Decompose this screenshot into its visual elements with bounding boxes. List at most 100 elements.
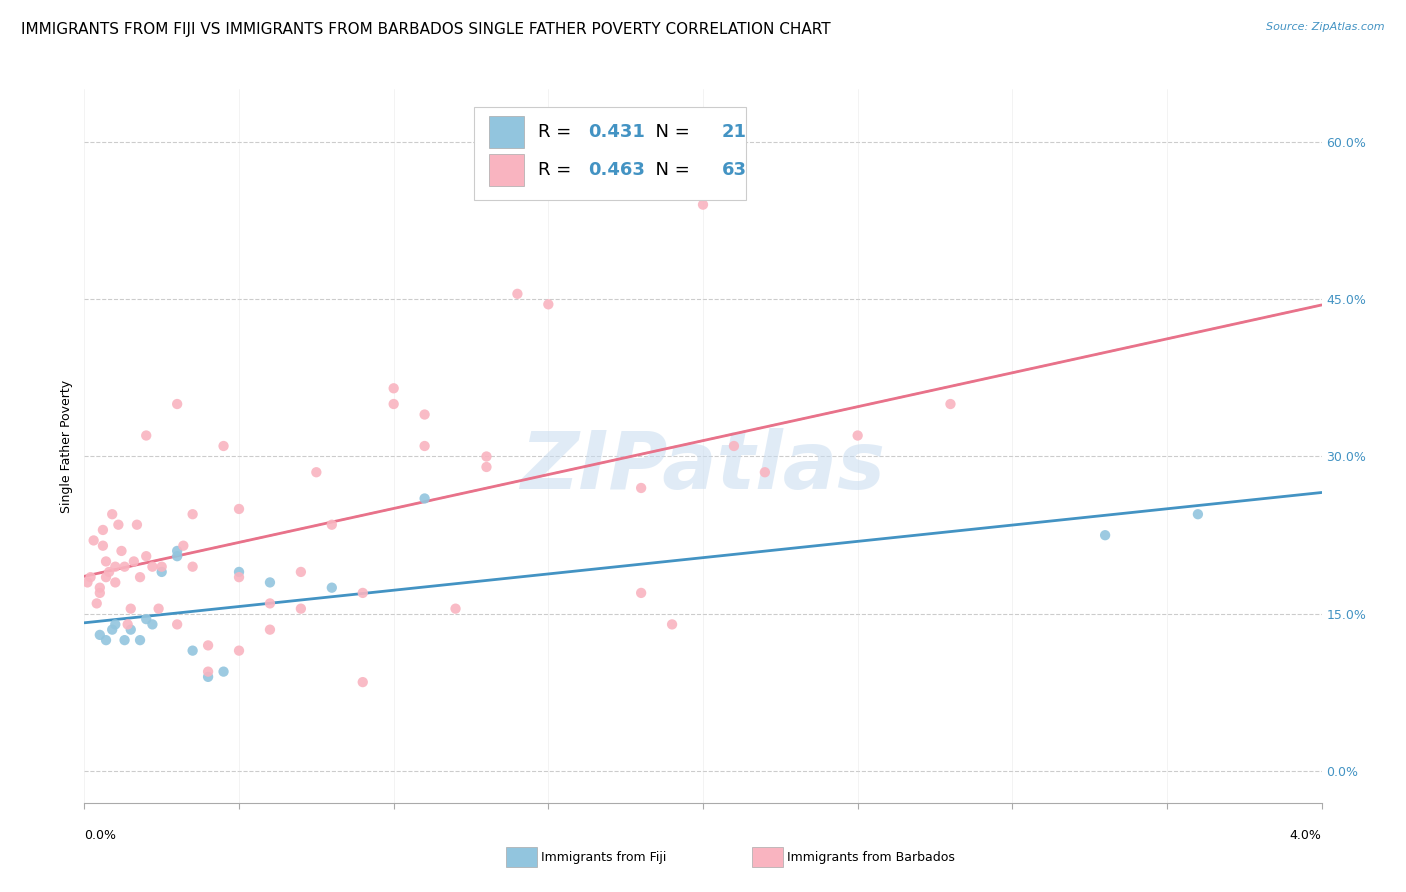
Point (537, 297, 560, 311)
Text: 63: 63 (721, 161, 747, 178)
Point (228, 643, 250, 657)
Point (413, 408, 436, 422)
Point (94, 633, 117, 648)
Point (150, 565, 173, 579)
Point (89, 581, 111, 595)
Text: 0.463: 0.463 (588, 161, 645, 178)
Point (321, 581, 343, 595)
Point (321, 517, 343, 532)
Point (101, 623, 124, 637)
Point (228, 502, 250, 516)
Point (104, 559, 127, 574)
Point (104, 617, 127, 632)
Point (290, 565, 312, 579)
Text: N =: N = (644, 123, 695, 141)
Point (259, 575, 281, 590)
Point (129, 633, 152, 648)
Point (101, 507, 124, 521)
Point (259, 596, 281, 610)
Point (166, 549, 188, 564)
Point (86, 596, 108, 610)
Point (135, 428, 157, 442)
Text: 0.0%: 0.0% (84, 829, 117, 842)
Point (723, 439, 745, 453)
Text: R =: R = (538, 123, 578, 141)
Point (135, 549, 157, 564)
Point (104, 575, 127, 590)
Y-axis label: Single Father Poverty: Single Father Poverty (60, 379, 73, 513)
Point (259, 623, 281, 637)
Point (444, 601, 467, 615)
Text: 4.0%: 4.0% (1289, 829, 1322, 842)
Point (110, 544, 132, 558)
Point (754, 465, 776, 479)
Point (212, 665, 235, 679)
Point (197, 665, 219, 679)
Point (305, 465, 328, 479)
Text: Immigrants from Fiji: Immigrants from Fiji (541, 851, 666, 863)
Point (382, 397, 405, 411)
Point (89, 586, 111, 600)
Point (475, 450, 498, 464)
Point (114, 633, 136, 648)
Point (166, 397, 188, 411)
Point (172, 539, 194, 553)
Point (94, 554, 117, 568)
Point (846, 428, 869, 442)
Text: R =: R = (538, 161, 578, 178)
Point (413, 491, 436, 506)
Point (117, 617, 139, 632)
Point (125, 517, 148, 532)
Point (141, 617, 163, 632)
Point (630, 586, 652, 600)
Point (181, 559, 204, 574)
Point (413, 439, 436, 453)
Point (181, 643, 204, 657)
Bar (489, 116, 523, 148)
Point (79, 570, 101, 584)
Text: 21: 21 (721, 123, 747, 141)
Point (661, 617, 683, 632)
Point (148, 601, 170, 615)
Bar (489, 153, 523, 186)
Text: N =: N = (644, 161, 695, 178)
Point (91, 539, 114, 553)
Point (1094, 528, 1116, 542)
Point (475, 460, 498, 475)
Text: Source: ZipAtlas.com: Source: ZipAtlas.com (1267, 22, 1385, 32)
Point (506, 286, 529, 301)
Point (166, 617, 188, 632)
Point (122, 554, 145, 568)
Point (197, 639, 219, 653)
Point (120, 601, 142, 615)
Point (83, 533, 105, 548)
Point (135, 612, 157, 626)
Point (91, 523, 114, 537)
Point (692, 197, 714, 211)
Text: 0.431: 0.431 (588, 123, 645, 141)
Point (114, 559, 136, 574)
Point (1187, 507, 1209, 521)
Point (107, 517, 129, 532)
Point (141, 559, 163, 574)
Point (228, 565, 250, 579)
Point (150, 559, 173, 574)
FancyBboxPatch shape (474, 107, 747, 200)
Point (76, 575, 98, 590)
Point (352, 586, 374, 600)
Text: IMMIGRANTS FROM FIJI VS IMMIGRANTS FROM BARBADOS SINGLE FATHER POVERTY CORRELATI: IMMIGRANTS FROM FIJI VS IMMIGRANTS FROM … (21, 22, 831, 37)
Point (352, 675, 374, 690)
Point (89, 628, 111, 642)
Text: ZIPatlas: ZIPatlas (520, 428, 886, 507)
Point (181, 507, 204, 521)
Point (166, 544, 188, 558)
Point (212, 439, 235, 453)
Point (382, 381, 405, 395)
Point (197, 670, 219, 684)
Point (939, 397, 962, 411)
Point (290, 601, 312, 615)
Point (94, 570, 117, 584)
Text: Immigrants from Barbados: Immigrants from Barbados (787, 851, 955, 863)
Point (228, 570, 250, 584)
Point (98, 565, 121, 579)
